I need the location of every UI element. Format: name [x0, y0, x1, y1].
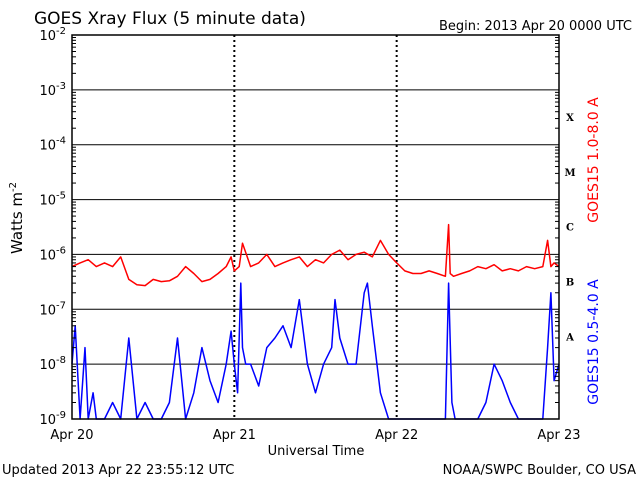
y-tick-base-6: 10 — [39, 358, 56, 373]
y-tick-base-1: 10 — [39, 84, 56, 99]
svg-text:Watts m-2: Watts m-2 — [8, 182, 26, 254]
y-tick-base-2: 10 — [39, 139, 56, 154]
y-tick-label-3: 10-5 — [39, 191, 66, 209]
y-tick-base-3: 10 — [39, 194, 56, 209]
x-tick-label-2: Apr 22 — [375, 428, 418, 443]
x-tick-label-0: Apr 20 — [50, 428, 93, 443]
y-tick-exponent-0: -2 — [56, 26, 66, 37]
y-tick-label-4: 10-6 — [39, 245, 66, 263]
y-tick-exponent-7: -9 — [56, 410, 66, 421]
flare-class-m: M — [564, 168, 575, 179]
flare-class-x: X — [566, 113, 574, 124]
y-tick-label-0: 10-2 — [39, 26, 66, 44]
y-tick-exponent-1: -3 — [56, 81, 66, 92]
y-tick-exponent-6: -8 — [56, 355, 66, 366]
axes — [71, 34, 560, 420]
y-tick-base-7: 10 — [39, 413, 56, 428]
y-tick-exponent-4: -6 — [56, 245, 66, 256]
flare-class-labels: X M C B A — [564, 113, 575, 343]
y-tick-label-1: 10-3 — [39, 81, 66, 99]
y-tick-label-5: 10-7 — [39, 300, 66, 318]
y-tick-label-2: 10-4 — [39, 136, 66, 154]
y-tick-exponent-5: -7 — [56, 300, 66, 311]
x-tick-label-1: Apr 21 — [213, 428, 256, 443]
source-label: NOAA/SWPC Boulder, CO USA — [443, 463, 636, 478]
y-tick-base-0: 10 — [39, 29, 56, 44]
y-tick-base-5: 10 — [39, 303, 56, 318]
y-tick-label-7: 10-9 — [39, 410, 66, 428]
chart-title: GOES Xray Flux (5 minute data) — [34, 9, 306, 29]
series-line-0 — [71, 223, 560, 287]
y-axis-label: Watts m-2 — [8, 182, 26, 254]
legend-long-channel: GOES15 1.0-8.0 A — [586, 97, 602, 223]
y-tick-exponent-3: -5 — [56, 191, 66, 202]
updated-label: Updated 2013 Apr 22 23:55:12 UTC — [2, 463, 234, 478]
flare-class-c: C — [566, 223, 574, 234]
y-axis-label-exponent: -2 — [8, 182, 19, 192]
x-axis-label: Universal Time — [268, 444, 365, 459]
y-tick-label-6: 10-8 — [39, 355, 66, 373]
series-line-1 — [71, 282, 560, 420]
flare-class-a: A — [565, 332, 574, 343]
series-layer — [71, 223, 560, 420]
flare-class-b: B — [566, 278, 574, 289]
begin-label: Begin: 2013 Apr 20 0000 UTC — [439, 19, 632, 34]
y-tick-base-4: 10 — [39, 248, 56, 263]
y-tick-exponent-2: -4 — [56, 136, 66, 147]
plot-frame — [71, 34, 560, 420]
gridlines — [72, 34, 559, 420]
x-tick-label-3: Apr 23 — [537, 428, 580, 443]
legend-short-channel: GOES15 0.5-4.0 A — [586, 279, 602, 405]
y-axis-label-text: Watts m — [8, 192, 26, 254]
